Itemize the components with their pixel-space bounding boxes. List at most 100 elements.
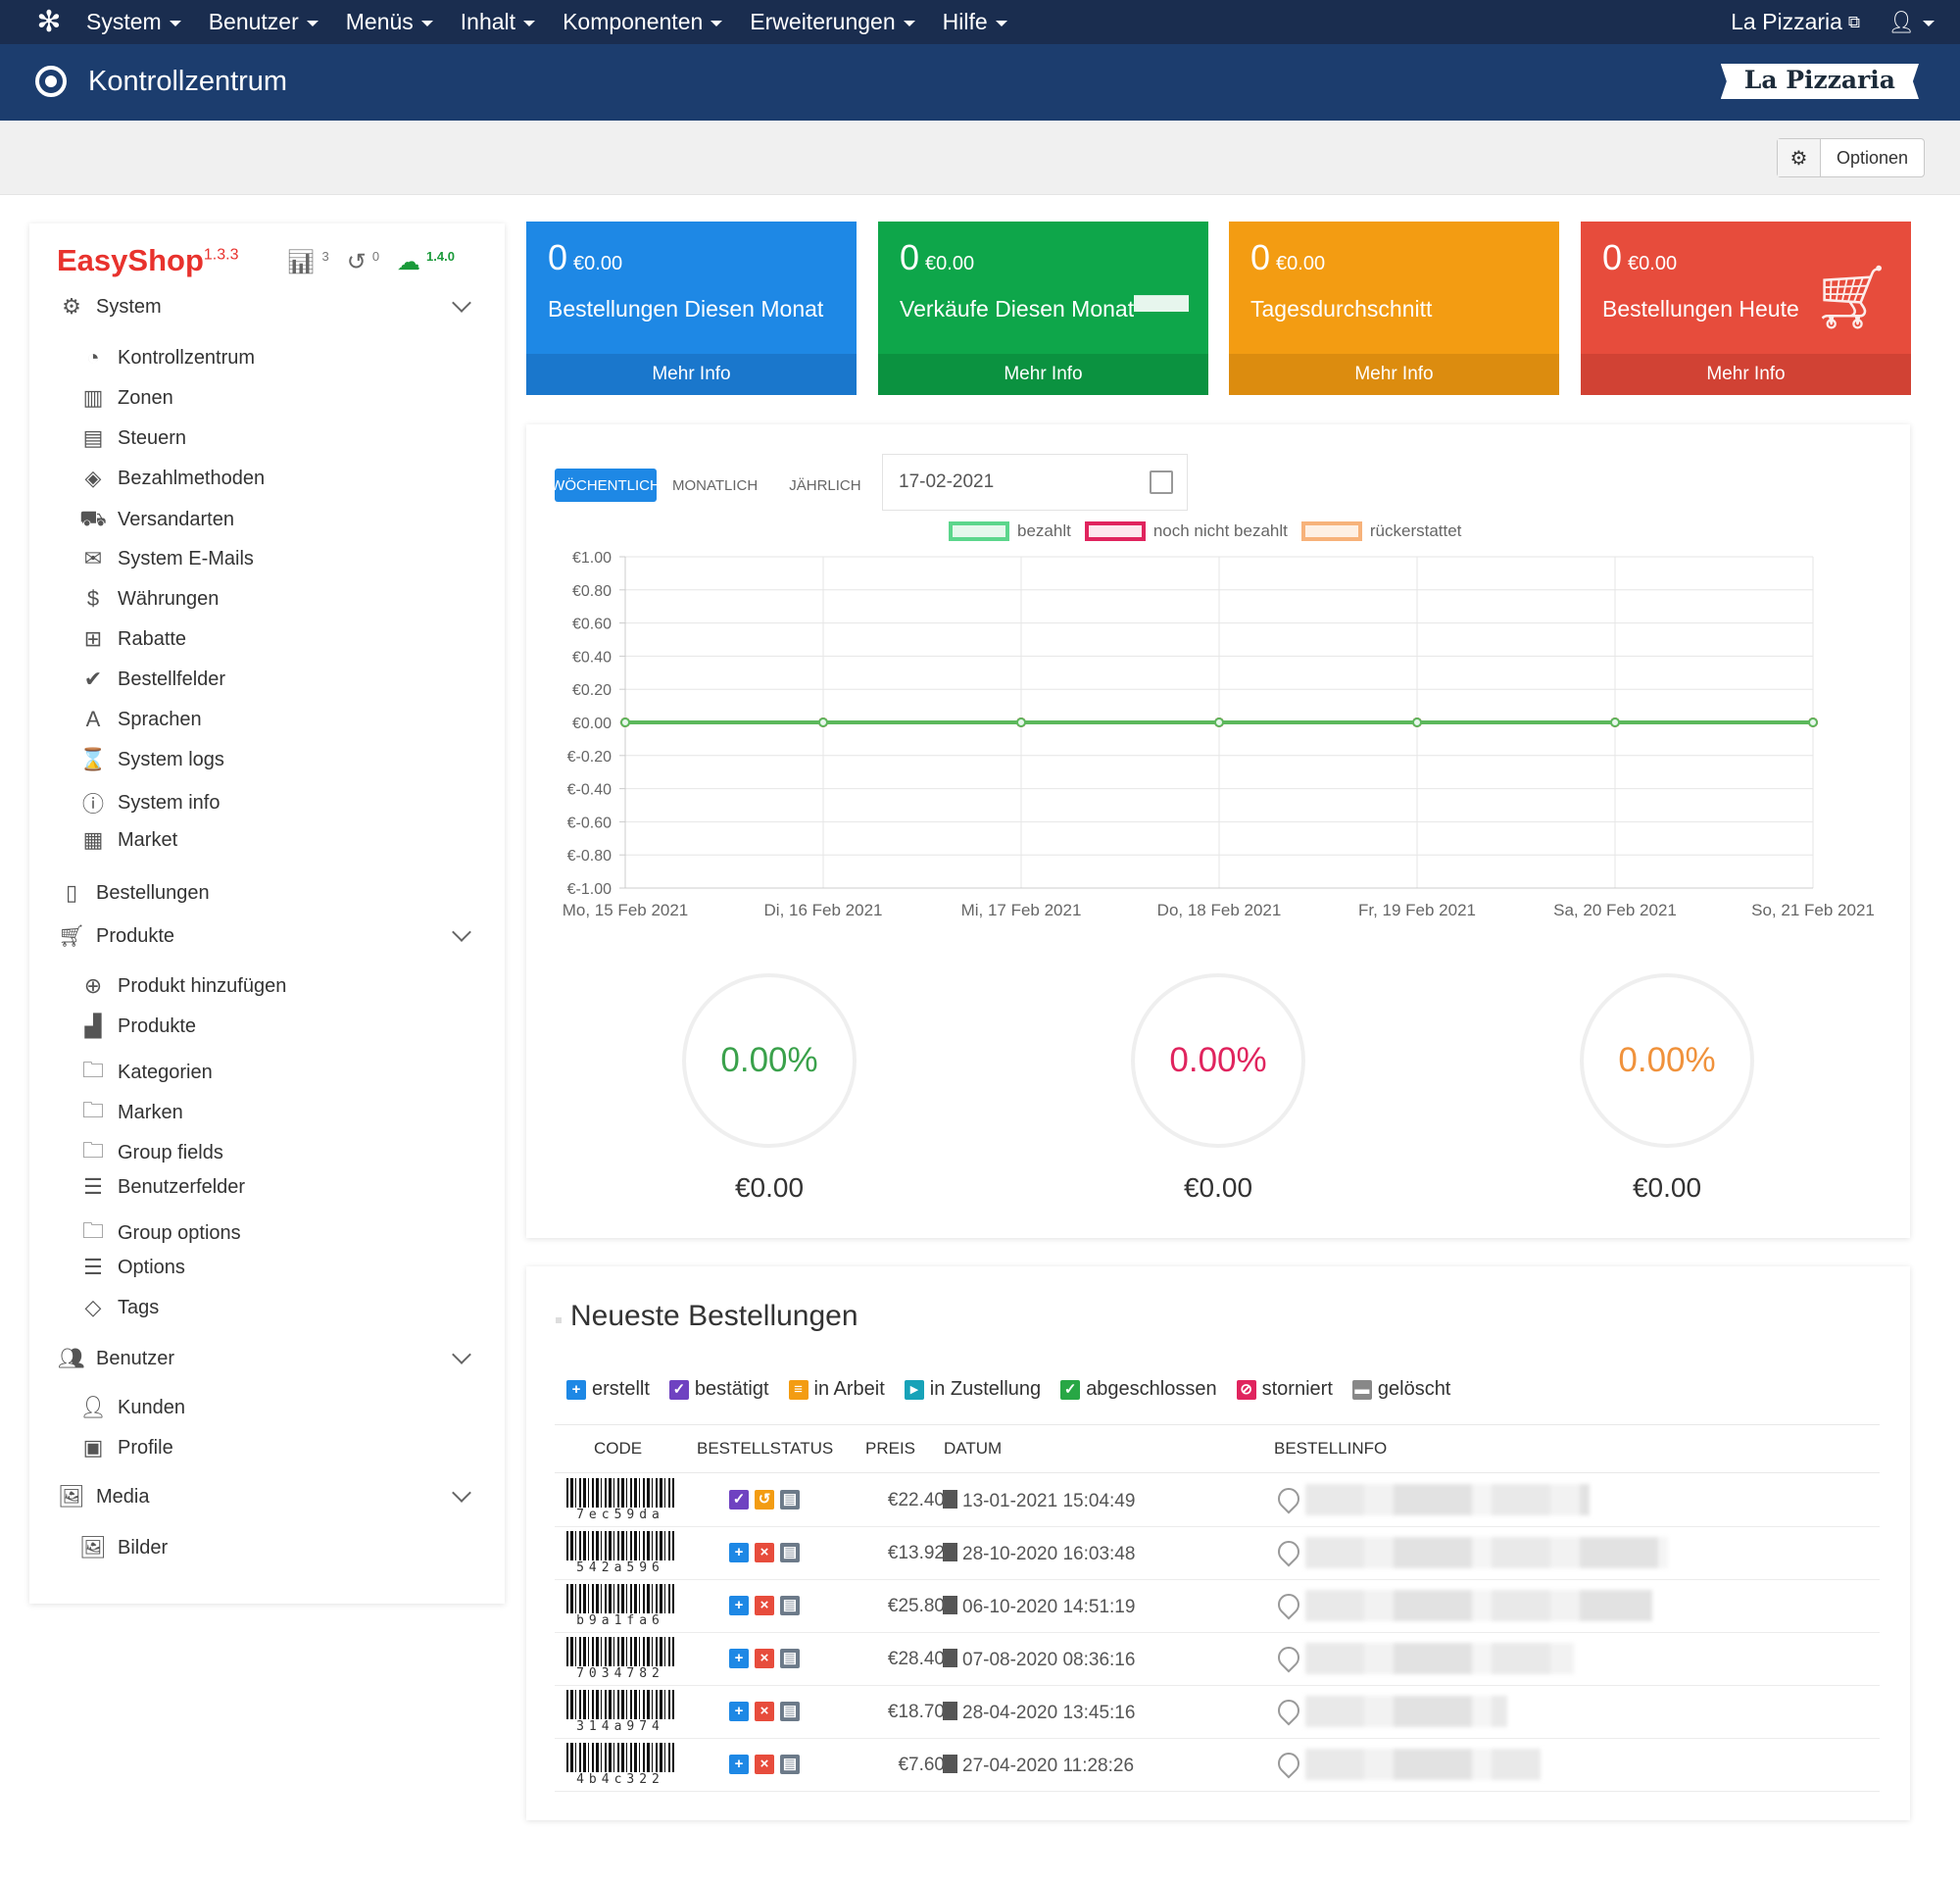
- print-icon[interactable]: ▤: [780, 1649, 800, 1668]
- options-label: Optionen: [1836, 147, 1908, 168]
- chevron-down-icon[interactable]: [452, 1483, 471, 1503]
- menu-system[interactable]: System: [73, 0, 195, 44]
- print-icon[interactable]: ▤: [780, 1755, 800, 1774]
- plus-icon[interactable]: +: [729, 1543, 749, 1562]
- plus-icon[interactable]: +: [729, 1596, 749, 1615]
- logs-stat[interactable]: ↺ 0: [347, 249, 379, 274]
- legend-item[interactable]: bezahlt: [949, 521, 1071, 541]
- sidebar-item-produkte[interactable]: ▟ Produkte: [78, 1014, 197, 1039]
- close-icon[interactable]: ×: [755, 1649, 774, 1668]
- status-label: in Zustellung: [929, 1378, 1042, 1400]
- sidebar-item-group-fields[interactable]: 🗀 Group fields: [78, 1134, 223, 1171]
- sidebar-item-versandarten[interactable]: ⛟ Versandarten: [78, 506, 234, 534]
- table-row[interactable]: 542a596 + × ▤ €13.92 28-10-2020 16:03:48: [555, 1527, 1880, 1580]
- table-row[interactable]: 314a974 + × ▤ €18.70 28-04-2020 13:45:16: [555, 1686, 1880, 1739]
- sidebar-item-marken[interactable]: 🗀 Marken: [78, 1094, 183, 1131]
- menu-hilfe[interactable]: Hilfe: [929, 0, 1021, 44]
- user-menu[interactable]: 👤︎: [1874, 10, 1960, 35]
- redacted-order-info: [1305, 1696, 1507, 1727]
- close-icon[interactable]: ×: [755, 1596, 774, 1615]
- menu-label: System: [86, 9, 162, 34]
- map-pin-icon: [1273, 1589, 1304, 1620]
- sidebar-item-steuern[interactable]: ▤ Steuern: [78, 425, 186, 451]
- item-label: Options: [118, 1256, 185, 1278]
- more-info-link[interactable]: Mehr Info: [526, 354, 857, 395]
- table-row[interactable]: 7034782 + × ▤ €28.40 07-08-2020 08:36:16: [555, 1633, 1880, 1686]
- joomla-logo-icon[interactable]: ✻: [36, 6, 62, 38]
- sidebar-item-waehrungen[interactable]: $ Währungen: [78, 586, 220, 612]
- menu-inhalt[interactable]: Inhalt: [447, 0, 549, 44]
- sidebar-item-bilder[interactable]: 🖼︎ Bilder: [78, 1535, 168, 1560]
- close-icon[interactable]: ×: [755, 1755, 774, 1774]
- more-info-link[interactable]: Mehr Info: [1581, 354, 1911, 395]
- item-label: Versandarten: [118, 509, 234, 530]
- menu-menues[interactable]: Menüs: [332, 0, 447, 44]
- caret-down-icon: [903, 21, 915, 26]
- sidebar-item-system-emails[interactable]: ✉ System E-Mails: [78, 546, 254, 571]
- sidebar-item-system-logs[interactable]: ⌛ System logs: [78, 747, 224, 772]
- chevron-down-icon[interactable]: [452, 1345, 471, 1364]
- chevron-down-icon[interactable]: [452, 293, 471, 313]
- table-row[interactable]: 7ec59da ✓ ↺ ▤ €22.40 13-01-2021 15:04:49: [555, 1474, 1880, 1527]
- legend-item[interactable]: noch nicht bezahlt: [1084, 521, 1288, 541]
- sidebar-group-media[interactable]: 🖼︎ Media: [57, 1483, 471, 1510]
- chevron-down-icon[interactable]: [452, 922, 471, 942]
- table-row[interactable]: 4b4c322 + × ▤ €7.60 27-04-2020 11:28:26: [555, 1739, 1880, 1792]
- sidebar-item-profile[interactable]: ▣ Profile: [78, 1435, 173, 1460]
- update-stat[interactable]: ☁ 1.4.0: [397, 249, 455, 274]
- check-icon[interactable]: ✓: [729, 1490, 749, 1510]
- tab-monthly[interactable]: MONATLICH: [672, 476, 759, 494]
- calendar-icon[interactable]: [1150, 470, 1173, 494]
- sidebar-item-kategorien[interactable]: 🗀 Kategorien: [78, 1054, 213, 1091]
- tab-weekly[interactable]: WÖCHENTLICH: [555, 469, 657, 502]
- plus-icon[interactable]: +: [729, 1755, 749, 1774]
- series-point-0: [1808, 718, 1818, 727]
- more-info-link[interactable]: Mehr Info: [1229, 354, 1559, 395]
- sidebar-item-bestellfelder[interactable]: ✔ Bestellfelder: [78, 667, 225, 692]
- menu-erweiterungen[interactable]: Erweiterungen: [736, 0, 928, 44]
- print-icon[interactable]: ▤: [780, 1596, 800, 1615]
- sidebar-group-benutzer[interactable]: 👥︎ Benutzer: [57, 1345, 471, 1371]
- orders-stat[interactable]: 📊︎ 3: [286, 249, 329, 274]
- barcode-bars: [566, 1531, 674, 1560]
- print-icon[interactable]: ▤: [780, 1543, 800, 1562]
- sidebar-item-zonen[interactable]: ▥ Zonen: [78, 385, 173, 411]
- date-input[interactable]: 17-02-2021: [882, 454, 1188, 511]
- options-button[interactable]: ⚙ Optionen: [1776, 138, 1925, 177]
- close-icon[interactable]: ×: [755, 1702, 774, 1721]
- sidebar-item-system-info[interactable]: ⓘ System info: [78, 787, 220, 818]
- sidebar-item-benutzerfelder[interactable]: ☰ Benutzerfelder: [78, 1174, 245, 1200]
- legend-item[interactable]: rückerstattet: [1300, 521, 1461, 541]
- sidebar-item-bezahlmethoden[interactable]: ◈ Bezahlmethoden: [78, 466, 266, 491]
- plus-icon[interactable]: +: [729, 1649, 749, 1668]
- tab-yearly[interactable]: JÄHRLICH: [789, 476, 861, 494]
- status-icons: + × ▤: [729, 1702, 800, 1721]
- sidebar-item-options[interactable]: ☰ Options: [78, 1255, 185, 1280]
- sidebar-group-produkte[interactable]: 🛒︎ Produkte: [57, 922, 471, 949]
- close-icon[interactable]: ×: [755, 1543, 774, 1562]
- donut-percent: 0.00%: [1169, 1041, 1267, 1079]
- more-info-link[interactable]: Mehr Info: [878, 354, 1208, 395]
- sidebar-item-produkt-hinzufuegen[interactable]: ⊕ Produkt hinzufügen: [78, 973, 287, 999]
- sidebar-group-system[interactable]: ⚙ System: [57, 293, 471, 320]
- sidebar-item-bestellungen[interactable]: ▯ Bestellungen: [57, 880, 468, 906]
- sidebar-item-kontrollzentrum[interactable]: ◔ Kontrollzentrum: [78, 345, 255, 371]
- donut-unpaid: 0.00%: [1131, 973, 1305, 1148]
- table-row[interactable]: b9a1fa6 + × ▤ €25.80 06-10-2020 14:51:19: [555, 1580, 1880, 1633]
- print-icon[interactable]: ▤: [780, 1490, 800, 1510]
- menu-komponenten[interactable]: Komponenten: [549, 0, 736, 44]
- sidebar-item-market[interactable]: ▦ Market: [78, 827, 178, 853]
- check-circle-icon: ✓: [1060, 1379, 1081, 1400]
- plus-icon[interactable]: +: [729, 1702, 749, 1721]
- site-link[interactable]: La Pizzaria ⧉: [1717, 9, 1874, 35]
- menu-benutzer[interactable]: Benutzer: [195, 0, 332, 44]
- sidebar-item-group-options[interactable]: 🗀 Group options: [78, 1214, 241, 1252]
- undo-icon[interactable]: ↺: [755, 1490, 774, 1510]
- sidebar-item-rabatte[interactable]: ⊞ Rabatte: [78, 626, 186, 652]
- sidebar-item-tags[interactable]: ◇ Tags: [78, 1295, 160, 1320]
- line-chart: €1.00 €0.80 €0.60 €0.40 €0.20 €0.00 €-0.20 €-0.…: [563, 550, 1875, 919]
- order-price: €28.40: [887, 1649, 945, 1669]
- sidebar-item-sprachen[interactable]: A Sprachen: [78, 707, 202, 732]
- print-icon[interactable]: ▤: [780, 1702, 800, 1721]
- sidebar-item-kunden[interactable]: 👤︎ Kunden: [78, 1395, 185, 1420]
